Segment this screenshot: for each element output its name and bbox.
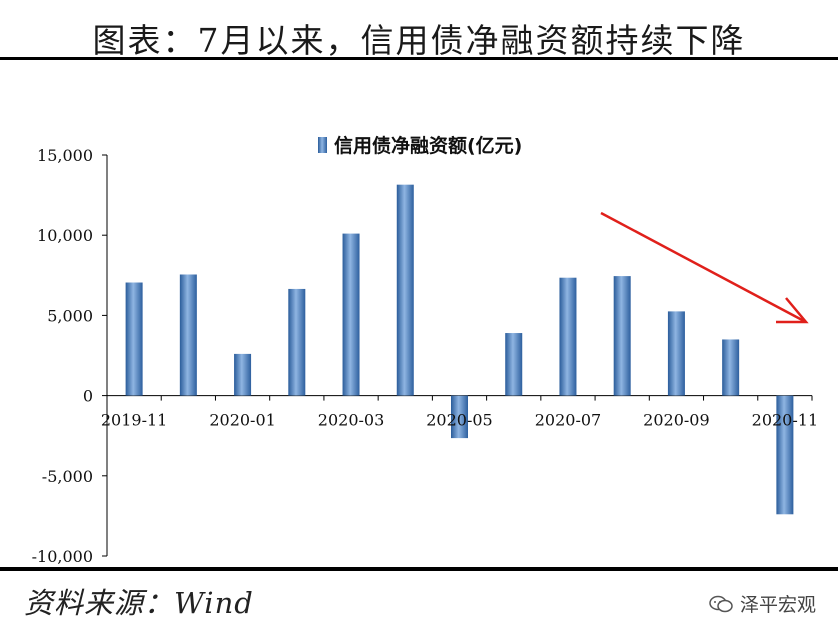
bar-2020-08 bbox=[613, 276, 631, 396]
y-tick-label: 5,000 bbox=[47, 306, 93, 325]
bar-2020-07 bbox=[559, 277, 577, 396]
chart-legend: 信用债净融资额(亿元) bbox=[318, 134, 522, 157]
x-tick-label: 2020-07 bbox=[535, 411, 601, 430]
bar-2020-01 bbox=[234, 353, 252, 396]
wechat-icon bbox=[709, 595, 733, 612]
arrow-shaft bbox=[600, 211, 805, 323]
bar-2020-10 bbox=[722, 339, 740, 396]
x-tick-label: 2020-11 bbox=[752, 411, 818, 430]
source-rule bbox=[0, 567, 838, 571]
source-note: 资料来源：Wind bbox=[24, 586, 254, 620]
x-tick-label: 2020-03 bbox=[318, 411, 384, 430]
legend-swatch bbox=[318, 137, 327, 153]
arrow-head bbox=[776, 297, 809, 324]
y-tick-label: 0 bbox=[83, 387, 93, 406]
downward-trend-arrow bbox=[600, 211, 809, 324]
y-tick-label: -10,000 bbox=[32, 547, 93, 566]
y-tick-label: 15,000 bbox=[37, 146, 93, 165]
x-tick-label: 2019-11 bbox=[101, 411, 167, 430]
title-rule bbox=[0, 57, 838, 60]
bar-2020-02 bbox=[288, 288, 306, 396]
watermark-text: 泽平宏观 bbox=[739, 594, 816, 616]
y-tick-label: -5,000 bbox=[42, 467, 93, 486]
x-tick-label: 2020-01 bbox=[209, 411, 275, 430]
bar-2019-12 bbox=[179, 274, 197, 396]
bar-2020-04 bbox=[396, 184, 414, 396]
watermark: 泽平宏观 bbox=[708, 590, 816, 617]
bar-chart: 15,000 10,000 5,000 0 -5,000 -10,000 2019-11 2… bbox=[32, 134, 819, 566]
bar-2020-11 bbox=[776, 395, 794, 515]
y-tick-label: 10,000 bbox=[37, 226, 93, 245]
bar-2020-03 bbox=[342, 233, 360, 396]
chart-title: 图表：7月以来，信用债净融资额持续下降 bbox=[92, 21, 746, 60]
bar-2020-09 bbox=[667, 311, 685, 396]
bar-2020-05 bbox=[451, 395, 468, 439]
legend-label: 信用债净融资额(亿元) bbox=[334, 134, 522, 157]
bar-2019-11 bbox=[125, 282, 143, 396]
x-tick-label: 2020-05 bbox=[426, 411, 492, 430]
x-tick-label: 2020-09 bbox=[643, 411, 709, 430]
bar-2020-06 bbox=[505, 333, 523, 396]
